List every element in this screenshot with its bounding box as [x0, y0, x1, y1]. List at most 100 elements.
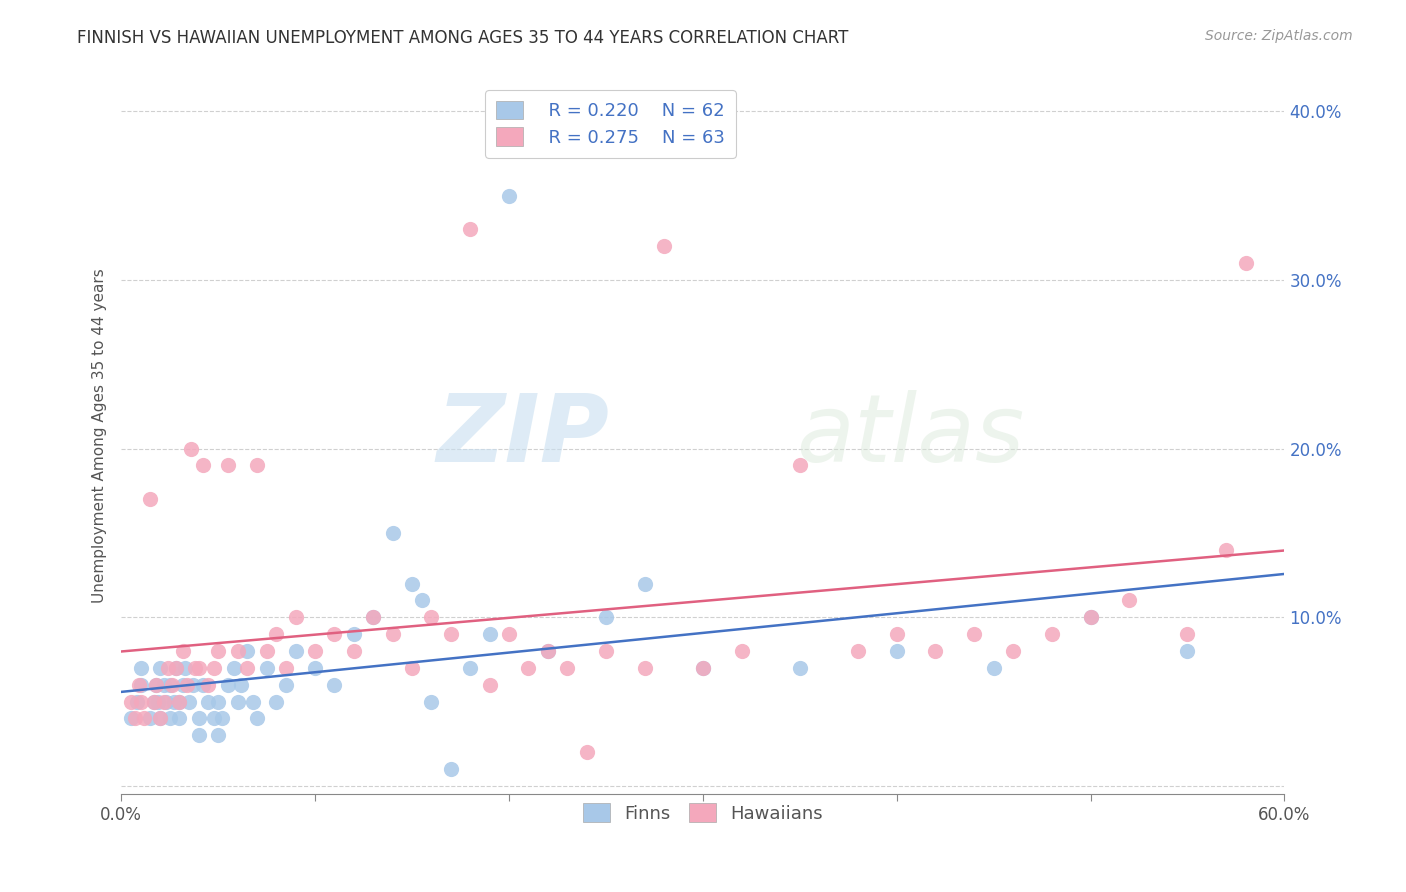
- Point: [924, 644, 946, 658]
- Point: [284, 610, 307, 624]
- Point: [498, 188, 520, 202]
- Point: [172, 678, 194, 692]
- Point: [1177, 644, 1199, 658]
- Text: FINNISH VS HAWAIIAN UNEMPLOYMENT AMONG AGES 35 TO 44 YEARS CORRELATION CHART: FINNISH VS HAWAIIAN UNEMPLOYMENT AMONG A…: [77, 29, 849, 47]
- Point: [236, 661, 259, 675]
- Point: [217, 678, 239, 692]
- Point: [197, 678, 219, 692]
- Point: [274, 661, 297, 675]
- Point: [202, 711, 225, 725]
- Point: [381, 627, 404, 641]
- Point: [537, 644, 560, 658]
- Point: [478, 627, 501, 641]
- Point: [169, 695, 191, 709]
- Point: [652, 239, 675, 253]
- Point: [145, 678, 167, 692]
- Point: [231, 678, 253, 692]
- Point: [361, 610, 384, 624]
- Point: [162, 695, 184, 709]
- Point: [176, 678, 198, 692]
- Point: [256, 661, 278, 675]
- Point: [226, 695, 249, 709]
- Point: [381, 525, 404, 540]
- Point: [304, 644, 326, 658]
- Point: [181, 678, 204, 692]
- Text: ZIP: ZIP: [437, 390, 610, 482]
- Point: [595, 610, 617, 624]
- Point: [458, 222, 481, 236]
- Point: [1118, 593, 1140, 607]
- Point: [401, 661, 423, 675]
- Point: [125, 695, 148, 709]
- Point: [440, 762, 463, 776]
- Point: [217, 458, 239, 473]
- Point: [634, 576, 657, 591]
- Point: [222, 661, 245, 675]
- Point: [343, 644, 366, 658]
- Point: [165, 661, 187, 675]
- Point: [149, 711, 172, 725]
- Point: [411, 593, 433, 607]
- Point: [246, 711, 269, 725]
- Y-axis label: Unemployment Among Ages 35 to 44 years: Unemployment Among Ages 35 to 44 years: [93, 268, 107, 603]
- Point: [134, 711, 156, 725]
- Point: [246, 458, 269, 473]
- Point: [236, 644, 259, 658]
- Legend: Finns, Hawaiians: Finns, Hawaiians: [575, 796, 830, 830]
- Point: [1001, 644, 1024, 658]
- Point: [128, 678, 150, 692]
- Point: [153, 695, 176, 709]
- Point: [226, 644, 249, 658]
- Point: [256, 644, 278, 658]
- Point: [1215, 542, 1237, 557]
- Point: [207, 644, 229, 658]
- Point: [146, 695, 169, 709]
- Point: [187, 711, 209, 725]
- Point: [440, 627, 463, 641]
- Point: [160, 678, 183, 692]
- Text: Source: ZipAtlas.com: Source: ZipAtlas.com: [1205, 29, 1353, 44]
- Point: [187, 661, 209, 675]
- Point: [692, 661, 714, 675]
- Point: [120, 695, 142, 709]
- Point: [323, 678, 346, 692]
- Point: [211, 711, 233, 725]
- Point: [172, 644, 194, 658]
- Point: [169, 711, 191, 725]
- Point: [595, 644, 617, 658]
- Point: [886, 644, 908, 658]
- Point: [886, 627, 908, 641]
- Point: [191, 678, 214, 692]
- Point: [789, 458, 811, 473]
- Point: [1080, 610, 1102, 624]
- Point: [165, 661, 187, 675]
- Point: [361, 610, 384, 624]
- Point: [139, 711, 162, 725]
- Point: [124, 711, 146, 725]
- Point: [983, 661, 1005, 675]
- Point: [478, 678, 501, 692]
- Point: [458, 661, 481, 675]
- Point: [174, 661, 197, 675]
- Point: [139, 492, 162, 507]
- Point: [207, 728, 229, 742]
- Point: [266, 627, 288, 641]
- Point: [963, 627, 986, 641]
- Point: [343, 627, 366, 641]
- Point: [420, 610, 443, 624]
- Point: [143, 695, 166, 709]
- Point: [149, 661, 172, 675]
- Point: [202, 661, 225, 675]
- Point: [153, 678, 176, 692]
- Point: [555, 661, 578, 675]
- Point: [143, 695, 166, 709]
- Point: [129, 661, 152, 675]
- Point: [191, 458, 214, 473]
- Point: [789, 661, 811, 675]
- Point: [266, 695, 288, 709]
- Point: [155, 695, 177, 709]
- Point: [169, 695, 191, 709]
- Text: atlas: atlas: [796, 391, 1024, 482]
- Point: [1177, 627, 1199, 641]
- Point: [692, 661, 714, 675]
